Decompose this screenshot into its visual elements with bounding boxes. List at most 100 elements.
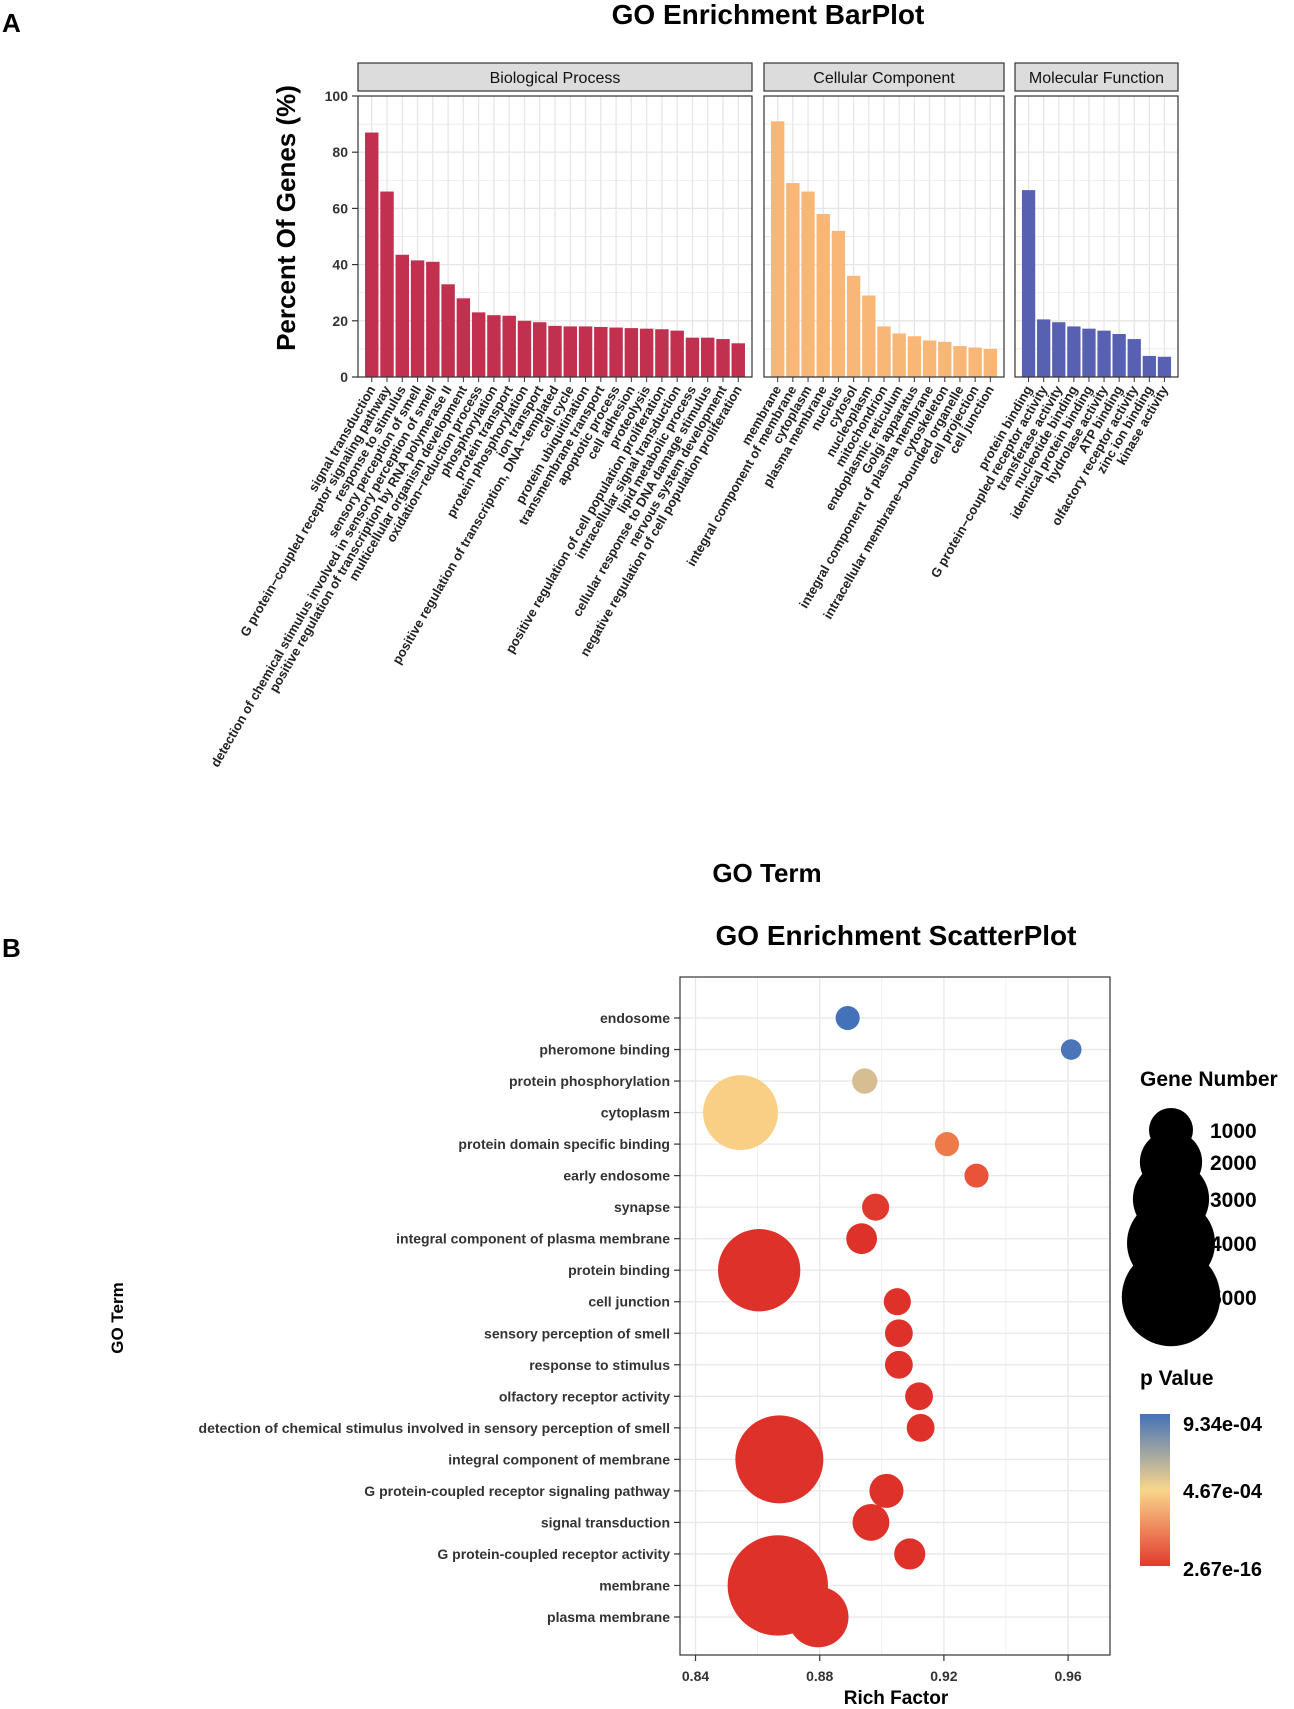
bar [624,328,639,377]
x-category-label: detection of chemical stimulus involved … [208,383,440,770]
scatter-point [862,1193,890,1221]
bar [365,132,379,377]
scatter-point [894,1538,926,1570]
bar [563,326,577,377]
x-tick-label: 0.88 [806,1668,833,1684]
color-legend-label: 9.34e-04 [1183,1414,1263,1436]
y-term-label: plasma membrane [547,1609,670,1625]
scatter-point [718,1229,801,1312]
bar [862,295,876,377]
scatter-x-axis-title: Rich Factor [844,1688,949,1709]
y-term-label: cell junction [588,1294,670,1310]
y-term-label: G protein-coupled receptor signaling pat… [364,1483,670,1499]
y-term-label: protein domain specific binding [458,1136,670,1152]
facet-border [1014,95,1179,378]
x-tick-label: 0.96 [1054,1668,1081,1684]
barplot-title: GO Enrichment BarPlot [612,0,925,30]
scatter-point [934,1132,960,1157]
y-term-label: protein phosphorylation [509,1073,670,1089]
size-legend-label: 3000 [1210,1189,1257,1212]
scatter-point [883,1288,911,1316]
y-tick-label: 20 [332,313,348,329]
panel-b-label: B [2,933,21,963]
scatter-point [852,1504,890,1541]
bar [502,315,516,377]
bar [441,284,455,377]
size-legend-label: 2000 [1210,1152,1257,1175]
bar [548,325,562,377]
scatter-point [884,1319,913,1348]
bar [1097,330,1111,377]
color-legend-label: 2.67e-16 [1183,1559,1262,1581]
y-term-label: protein binding [568,1262,670,1278]
y-term-label: pheromone binding [539,1042,670,1058]
y-tick-label: 100 [325,88,349,104]
scatter-point [884,1350,913,1379]
bar [1112,334,1126,377]
bar [716,339,730,377]
facet-strip [1014,62,1179,92]
bar [471,312,486,377]
y-tick-label: 40 [332,257,348,273]
scatter-point [735,1415,824,1504]
bar [578,326,593,377]
facet-strip-label: Biological Process [490,70,621,87]
scatter-y-axis-title: GO Term [108,1282,127,1353]
scatter-point [869,1473,904,1508]
y-term-label: integral component of membrane [448,1451,670,1467]
bar [609,327,623,377]
bar [1052,322,1066,377]
y-tick-label: 80 [332,144,348,160]
bar [456,298,471,377]
bar [801,191,815,377]
scatter-point [1060,1039,1082,1060]
y-term-label: early endosome [563,1168,670,1184]
size-legend-label: 5000 [1210,1287,1257,1310]
size-legend-circle [1121,1247,1221,1347]
bar [1082,328,1096,377]
panel-a-label: A [2,8,21,38]
bar [1067,326,1081,377]
y-term-label: membrane [599,1577,670,1593]
scatter-point [846,1223,878,1255]
bar [410,260,425,377]
bar [639,328,654,377]
size-legend-label: 4000 [1210,1233,1257,1256]
y-term-label: endosome [600,1010,670,1026]
y-term-label: G protein-coupled receptor activity [437,1546,670,1562]
bar [594,326,608,377]
x-tick-label: 0.92 [930,1668,957,1684]
scatter-border [679,976,1111,1656]
bar [670,330,684,377]
bar [1127,339,1141,377]
bar [770,121,785,377]
size-legend-title: Gene Number [1140,1068,1278,1091]
y-term-label: sensory perception of smell [484,1325,670,1341]
scatter-point [703,1075,779,1151]
y-tick-label: 0 [340,369,348,385]
facet-strip [357,62,753,92]
bar [426,261,440,377]
bar [380,191,394,377]
bar [907,336,922,377]
scatter-point [905,1382,933,1411]
bar [892,333,906,377]
facet-strip-label: Cellular Component [813,70,955,87]
y-term-label: olfactory receptor activity [499,1388,670,1404]
bar [938,341,952,377]
barplot-x-axis-title: GO Term [712,858,821,888]
bar [968,347,982,377]
bar [816,214,830,377]
scatterplot-title: GO Enrichment ScatterPlot [716,920,1077,951]
scatter-point [906,1413,935,1442]
facet-border [763,95,1005,378]
bar [786,183,800,377]
bar [953,346,967,377]
bar [831,230,846,377]
color-legend-title: p Value [1140,1367,1214,1390]
size-legend-label: 1000 [1210,1120,1257,1143]
bar [877,326,891,377]
barplot-y-axis-title: Percent Of Genes (%) [271,85,301,351]
